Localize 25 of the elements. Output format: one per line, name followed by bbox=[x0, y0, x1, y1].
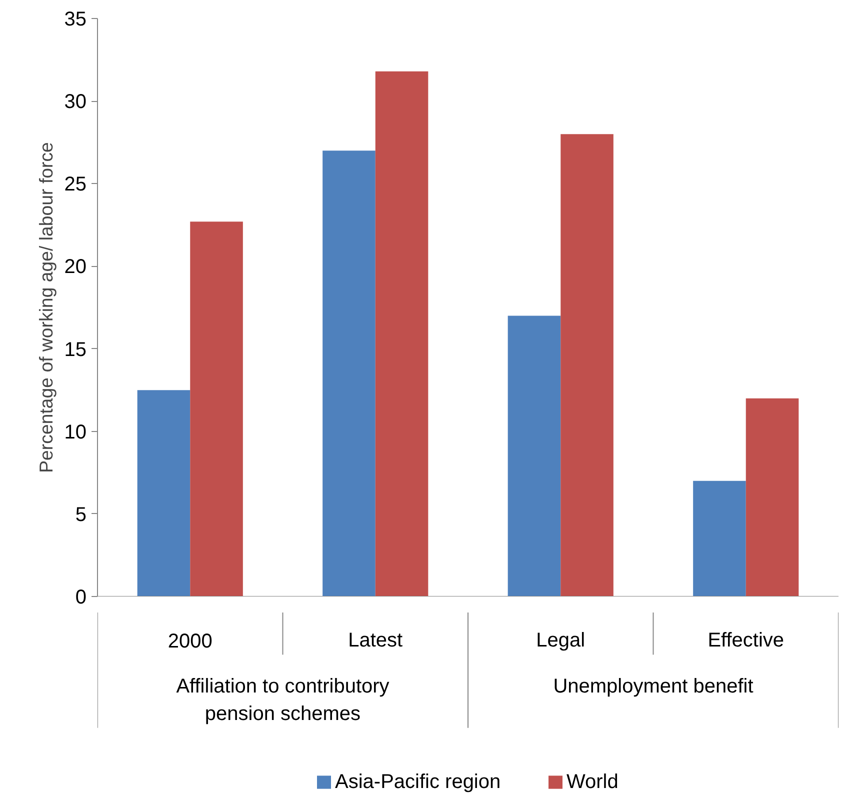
y-tick-label: 30 bbox=[64, 91, 87, 114]
y-tick-label: 35 bbox=[64, 8, 87, 30]
legend-label: Asia-Pacific region bbox=[335, 771, 501, 794]
y-tick-label: 5 bbox=[75, 504, 86, 526]
y-axis-title: Percentage of working age/ labour force bbox=[35, 142, 56, 473]
x-tick-label: Effective bbox=[708, 630, 784, 652]
text: Affiliation to contributory pension schemes bbox=[176, 675, 390, 725]
bar bbox=[190, 222, 243, 596]
bar bbox=[693, 480, 746, 596]
bar bbox=[137, 390, 190, 596]
y-tick-label: 25 bbox=[64, 174, 87, 196]
text: Unemployment benefit bbox=[553, 675, 754, 698]
y-tick-label: 15 bbox=[64, 338, 87, 361]
legend-label: World bbox=[566, 771, 618, 794]
y-tick-label: 0 bbox=[75, 586, 86, 608]
bar bbox=[375, 71, 428, 596]
bar bbox=[746, 398, 799, 596]
x-tick-label: Legal bbox=[536, 630, 586, 652]
x-tick-label: 2000 bbox=[168, 630, 212, 653]
bar bbox=[322, 150, 376, 596]
bar bbox=[560, 134, 614, 596]
y-tick-label: 20 bbox=[64, 256, 87, 278]
bar bbox=[508, 316, 561, 596]
x-tick-label: Latest bbox=[348, 630, 404, 652]
y-tick-label: 10 bbox=[64, 421, 87, 444]
